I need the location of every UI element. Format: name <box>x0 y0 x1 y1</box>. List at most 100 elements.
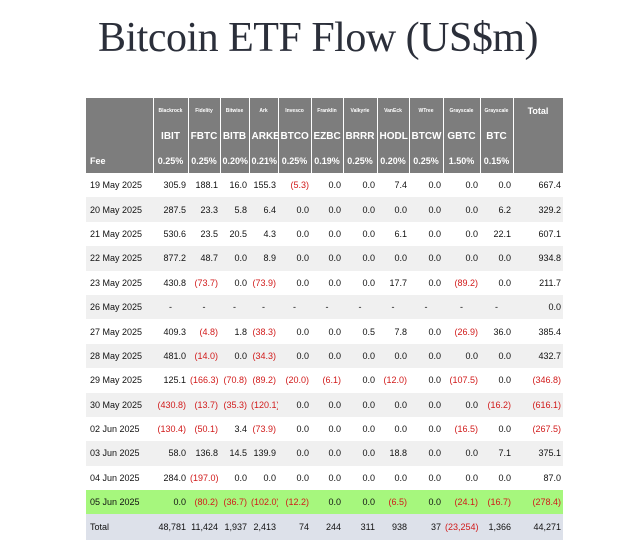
flow-cell: 0.0 <box>465 228 478 239</box>
flow-row: 19 May 2025 305.9 188.1 16.0 155.3 (5.3) 0.0 0.… <box>86 173 563 197</box>
flow-cell: - <box>311 294 343 320</box>
flow-cell: (12.0) <box>383 375 407 386</box>
row-total: 667.4 <box>538 180 561 191</box>
flow-cell: 0.0 <box>328 277 341 288</box>
totals-cell: 1,937 <box>220 514 249 541</box>
flow-cell: 0.0 <box>428 472 441 483</box>
row-date: 28 May 2025 <box>86 343 153 369</box>
row-date: 29 May 2025 <box>90 375 143 386</box>
flow-cell: 155.3 <box>253 180 276 191</box>
flow-cell: 0.0 <box>498 375 511 386</box>
row-date: 05 Jun 2025 <box>86 490 153 515</box>
flow-cell: (430.8) <box>153 392 188 417</box>
flow-cell: 6.1 <box>394 228 407 239</box>
fee-value: 1.50% <box>443 148 481 173</box>
flow-cell: 0.0 <box>278 441 311 466</box>
flow-cell: (16.2) <box>480 392 513 417</box>
flow-cell: 48.7 <box>188 246 220 271</box>
flow-cell: 0.0 <box>480 343 513 369</box>
flow-cell: 0.0 <box>362 424 375 435</box>
flow-cell: 0.0 <box>278 343 311 369</box>
fee-value: 0.20% <box>377 148 410 173</box>
fee-value: 0.25% <box>409 148 444 173</box>
ticker-header: BTC <box>480 124 514 148</box>
flow-cell: 0.0 <box>296 277 309 288</box>
row-date: 03 Jun 2025 <box>86 441 153 466</box>
flow-row: 23 May 2025 430.8 (73.7) 0.0 (73.9) 0.0 0.0 0.0… <box>86 271 563 295</box>
fee-value: 0.19% <box>311 148 344 173</box>
flow-cell: (120.1) <box>249 392 278 417</box>
flow-cell: 0.0 <box>362 472 375 483</box>
flow-cell: 23.3 <box>188 197 220 222</box>
flow-cell: (16.7) <box>480 490 513 515</box>
flow-cell: (6.1) <box>322 375 341 386</box>
flow-cell: 0.0 <box>465 472 478 483</box>
flow-cell: 287.5 <box>153 197 188 222</box>
flow-cell: 409.3 <box>163 326 186 337</box>
flow-cell: 0.0 <box>498 424 511 435</box>
totals-row: Total 48,781 11,424 1,937 2,413 74 244 311 938 37… <box>86 514 563 541</box>
row-date: 23 May 2025 <box>90 277 143 288</box>
flow-row: 03 Jun 2025 58.0 136.8 14.5 139.9 0.0 0.0 0.0 18… <box>86 441 563 466</box>
flow-cell: 0.0 <box>394 472 407 483</box>
flow-cell: 0.0 <box>311 490 343 515</box>
fee-label: Fee <box>86 148 154 173</box>
flow-cell: 0.0 <box>428 375 441 386</box>
row-date: 04 Jun 2025 <box>90 472 140 483</box>
flow-cell: 3.4 <box>234 424 247 435</box>
flow-cell: (34.3) <box>249 343 278 369</box>
flow-cell: 22.1 <box>493 228 511 239</box>
row-total: (267.5) <box>532 424 561 435</box>
flow-row: 30 May 2025 (430.8) (13.7) (35.3) (120.1) 0.0… <box>86 392 563 417</box>
ticker-header-row: IBIT FBTC BITB ARKB BTCO EZBC BRRR HODL … <box>86 124 564 148</box>
flow-cell: 0.0 <box>296 326 309 337</box>
flow-row: 05 Jun 2025 0.0 (80.2) (36.7) (102.0) (12.2) 0… <box>86 490 563 515</box>
ticker-total-blank <box>513 124 564 148</box>
flow-cell: 188.1 <box>195 180 218 191</box>
issuer-header: Grayscale <box>480 98 514 124</box>
flow-cell: 0.0 <box>220 246 249 271</box>
totals-label: Total <box>86 514 153 541</box>
flow-cell: (73.9) <box>252 277 276 288</box>
flow-cell: 0.0 <box>362 180 375 191</box>
flow-cell: 284.0 <box>163 472 186 483</box>
ticker-header: BRRR <box>343 124 378 148</box>
ticker-header: BTCO <box>278 124 312 148</box>
fee-header-row: Fee 0.25% 0.25% 0.20% 0.21% 0.25% 0.19% … <box>86 148 564 173</box>
totals-cell: 938 <box>377 514 409 541</box>
flow-cell: (80.2) <box>188 490 220 515</box>
etf-flow-table: Blackrock Fidelity Bitwise Ark Invesco F… <box>86 98 564 541</box>
ticker-header: BTCW <box>409 124 444 148</box>
row-total: 0.0 <box>513 294 563 320</box>
flow-cell: - <box>188 294 220 320</box>
flow-cell: (20.0) <box>285 375 309 386</box>
flow-cell: (89.2) <box>454 277 478 288</box>
flow-row: 04 Jun 2025 284.0 (197.0) 0.0 0.0 0.0 0.0 0.0 0.… <box>86 466 563 490</box>
fee-value: 0.25% <box>153 148 189 173</box>
flow-cell: 0.0 <box>220 343 249 369</box>
row-total: 375.1 <box>513 441 563 466</box>
totals-cell: 74 <box>278 514 311 541</box>
issuer-header: Valkyrie <box>343 98 378 124</box>
flow-cell: 0.0 <box>498 277 511 288</box>
row-total: (346.8) <box>532 375 561 386</box>
flow-cell: 0.0 <box>234 472 247 483</box>
flow-cell: (24.1) <box>443 490 480 515</box>
flow-cell: 0.0 <box>362 277 375 288</box>
ticker-header: HODL <box>377 124 410 148</box>
row-date: 26 May 2025 <box>86 294 153 320</box>
flow-cell: 0.0 <box>343 197 377 222</box>
flow-cell: 0.0 <box>296 472 309 483</box>
issuer-corner <box>86 98 154 124</box>
flow-cell: (5.3) <box>290 180 309 191</box>
ticker-header: GBTC <box>443 124 481 148</box>
flow-cell: (12.2) <box>278 490 311 515</box>
flow-cell: 0.0 <box>362 228 375 239</box>
ticker-header: ARKB <box>249 124 279 148</box>
flow-cell: (6.5) <box>377 490 409 515</box>
flow-cell: 0.0 <box>234 277 247 288</box>
flow-cell: (73.9) <box>252 424 276 435</box>
flow-cell: 0.0 <box>328 228 341 239</box>
flow-cell: 0.0 <box>498 472 511 483</box>
fee-value: 0.21% <box>249 148 279 173</box>
